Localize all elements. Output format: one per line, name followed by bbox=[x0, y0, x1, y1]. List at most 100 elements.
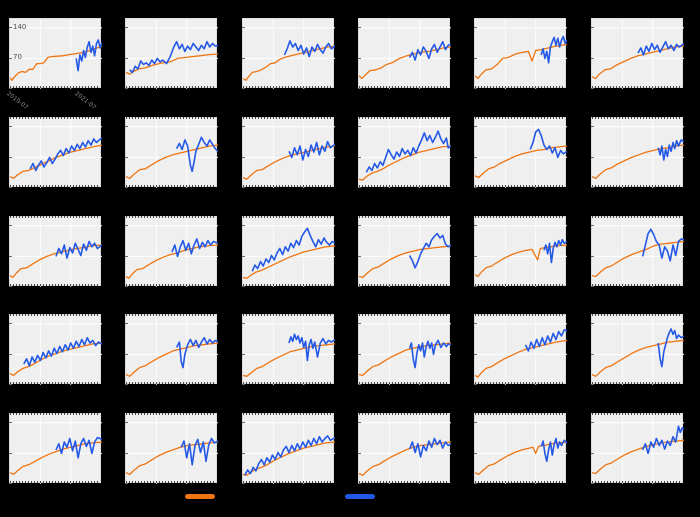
blue-series-line bbox=[540, 437, 568, 463]
subplot-r0c3 bbox=[357, 18, 451, 89]
bottom-tick-strip bbox=[358, 184, 449, 187]
plot-svg bbox=[126, 19, 219, 89]
subplot-r2c0 bbox=[9, 215, 102, 287]
bottom-tick-strip bbox=[591, 184, 682, 187]
ytick-mark bbox=[590, 156, 594, 158]
ytick-mark bbox=[357, 285, 361, 287]
plot-area bbox=[125, 18, 219, 89]
bottom-tick-strip bbox=[475, 86, 566, 88]
bottom-tick-strip bbox=[126, 481, 217, 483]
bottom-tick-strip bbox=[242, 184, 333, 187]
ytick-mark bbox=[9, 285, 12, 287]
plot-area bbox=[590, 314, 684, 386]
ytick-mark bbox=[357, 224, 361, 226]
blue-series-line bbox=[55, 240, 102, 259]
subplot-r1c3 bbox=[357, 116, 451, 188]
plot-area bbox=[590, 413, 684, 484]
ytick-mark bbox=[474, 125, 478, 127]
blue-series-line bbox=[176, 136, 219, 172]
ytick-mark bbox=[474, 88, 478, 89]
legend-swatch-blue-series bbox=[345, 494, 375, 499]
ytick-mark bbox=[125, 224, 129, 226]
plot-svg bbox=[242, 19, 335, 89]
ytick-mark bbox=[241, 186, 245, 188]
orange-series-line bbox=[242, 343, 335, 378]
plot-area bbox=[357, 215, 451, 287]
plot-svg bbox=[126, 414, 219, 484]
plot-svg bbox=[358, 216, 451, 287]
ytick-mark bbox=[241, 27, 245, 28]
plot-area bbox=[125, 413, 219, 484]
plot-svg bbox=[126, 315, 219, 386]
ytick-label-140: 140 bbox=[13, 23, 27, 31]
top-tick-strip bbox=[10, 215, 100, 218]
ytick-mark bbox=[474, 224, 478, 226]
plot-area bbox=[474, 215, 568, 287]
plot-area bbox=[125, 314, 219, 386]
plot-area: 140 70 bbox=[9, 18, 102, 89]
top-tick-strip bbox=[358, 215, 449, 218]
ytick-mark bbox=[357, 27, 361, 28]
plot-area bbox=[474, 18, 568, 89]
plot-area bbox=[125, 215, 219, 287]
blue-series-line bbox=[656, 138, 684, 161]
subplot-r0c0: 140 70 2019-07 2021-07 bbox=[5, 18, 102, 111]
ytick-mark bbox=[474, 255, 478, 257]
bottom-tick-strip bbox=[242, 382, 333, 385]
bottom-tick-strip bbox=[242, 86, 333, 88]
orange-series-line bbox=[475, 340, 568, 378]
ytick-label-70: 70 bbox=[13, 53, 22, 61]
ytick-mark bbox=[357, 255, 361, 257]
ytick-mark bbox=[357, 354, 361, 356]
orange-series-line bbox=[591, 45, 684, 80]
bottom-tick-strip bbox=[475, 283, 566, 286]
blue-series-line bbox=[656, 328, 684, 368]
ytick-mark bbox=[590, 125, 594, 127]
orange-series-line bbox=[242, 145, 335, 180]
bottom-tick-strip bbox=[126, 283, 217, 286]
bottom-tick-strip bbox=[242, 481, 333, 483]
ytick-mark bbox=[590, 453, 594, 454]
top-tick-strip bbox=[242, 215, 333, 218]
orange-series-line bbox=[358, 46, 451, 80]
top-tick-strip bbox=[475, 116, 566, 119]
subplot-r2c1 bbox=[125, 215, 219, 287]
plot-area bbox=[125, 116, 219, 188]
blue-series-line bbox=[408, 437, 451, 458]
bottom-tick-strip bbox=[126, 382, 217, 385]
bottom-tick-strip bbox=[591, 283, 682, 286]
ytick-mark bbox=[474, 58, 478, 59]
top-tick-strip bbox=[242, 413, 333, 415]
ytick-mark bbox=[125, 285, 129, 287]
orange-series-line bbox=[10, 144, 102, 179]
ytick-mark bbox=[125, 88, 129, 89]
plot-area bbox=[241, 413, 335, 484]
orange-series-line bbox=[358, 441, 451, 476]
top-tick-strip bbox=[358, 116, 449, 119]
xtick-label-left: 2019-07 bbox=[5, 90, 30, 112]
subplot-r0c5 bbox=[590, 18, 684, 89]
orange-series-line bbox=[475, 441, 568, 476]
blue-series-line bbox=[55, 436, 102, 459]
plot-svg bbox=[591, 216, 684, 287]
plot-svg bbox=[10, 414, 102, 484]
subplot-r3c0 bbox=[9, 314, 102, 386]
plot-svg bbox=[10, 315, 102, 386]
orange-series-line bbox=[10, 243, 102, 278]
ytick-mark bbox=[9, 125, 12, 127]
subplot-r2c2 bbox=[241, 215, 335, 287]
bottom-tick-strip bbox=[10, 481, 100, 483]
blue-series-line bbox=[251, 227, 335, 272]
ytick-mark bbox=[590, 186, 594, 188]
plot-svg bbox=[10, 216, 102, 287]
subplot-r1c0 bbox=[9, 116, 102, 188]
plot-area bbox=[241, 18, 335, 89]
plot-area bbox=[590, 116, 684, 188]
plot-area bbox=[241, 314, 335, 386]
ytick-mark bbox=[9, 58, 12, 59]
plot-svg bbox=[242, 117, 335, 188]
subplot-r4c1 bbox=[125, 413, 219, 484]
ytick-mark bbox=[9, 453, 12, 454]
plot-svg bbox=[126, 216, 219, 287]
